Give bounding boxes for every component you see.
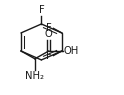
Text: F: F bbox=[46, 23, 52, 33]
Text: F: F bbox=[39, 5, 44, 15]
Text: OH: OH bbox=[64, 46, 79, 56]
Text: O: O bbox=[45, 29, 53, 39]
Text: F: F bbox=[46, 51, 52, 61]
Text: NH₂: NH₂ bbox=[25, 71, 44, 81]
